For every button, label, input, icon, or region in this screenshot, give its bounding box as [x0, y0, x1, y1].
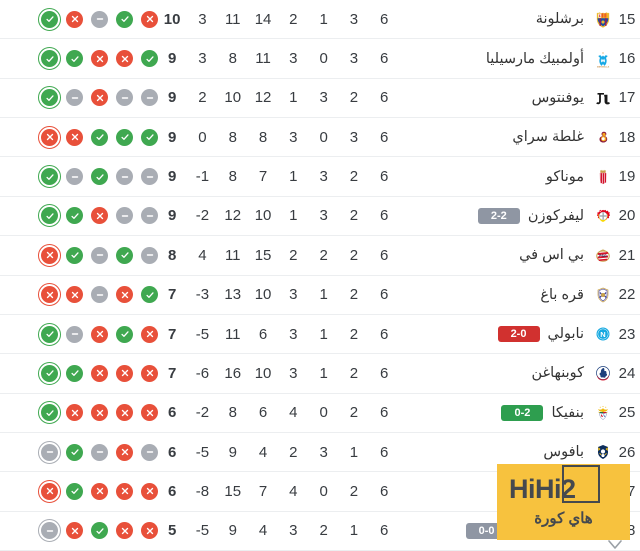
- svg-text:PSG: PSG: [599, 254, 607, 258]
- svg-text:MARSEILLE: MARSEILLE: [597, 65, 610, 68]
- svg-text:N: N: [600, 330, 605, 339]
